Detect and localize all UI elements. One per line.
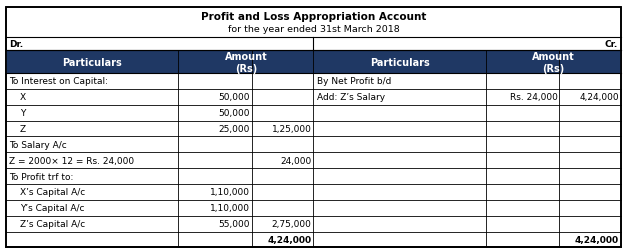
Text: Z = 2000× 12 = Rs. 24,000: Z = 2000× 12 = Rs. 24,000: [9, 156, 135, 165]
Text: Dr.: Dr.: [9, 40, 24, 49]
Text: Z: Z: [20, 124, 26, 134]
Text: 50,000: 50,000: [219, 93, 250, 102]
Text: Add: Z’s Salary: Add: Z’s Salary: [317, 93, 385, 102]
Text: Amount
(Rs): Amount (Rs): [224, 52, 267, 73]
Text: To Profit trf to:: To Profit trf to:: [9, 172, 74, 181]
Text: 24,000: 24,000: [280, 156, 312, 165]
Text: By Net Profit b/d: By Net Profit b/d: [317, 77, 391, 86]
Text: X’s Capital A/c: X’s Capital A/c: [20, 188, 85, 197]
Text: 50,000: 50,000: [219, 109, 250, 118]
Text: Rs. 24,000: Rs. 24,000: [510, 93, 557, 102]
Text: 1,25,000: 1,25,000: [271, 124, 312, 134]
Text: Particulars: Particulars: [370, 58, 429, 68]
Text: 1,10,000: 1,10,000: [210, 204, 250, 212]
Text: for the year ended 31st March 2018: for the year ended 31st March 2018: [228, 24, 399, 34]
Text: 2,75,000: 2,75,000: [271, 219, 312, 228]
Text: Cr.: Cr.: [604, 40, 618, 49]
Text: To Salary A/c: To Salary A/c: [9, 140, 67, 149]
Text: 4,24,000: 4,24,000: [575, 235, 619, 244]
Bar: [6, 51, 178, 74]
Text: Profit and Loss Appropriation Account: Profit and Loss Appropriation Account: [201, 12, 426, 22]
Text: X: X: [20, 93, 26, 102]
Text: 55,000: 55,000: [219, 219, 250, 228]
Text: 4,24,000: 4,24,000: [579, 93, 619, 102]
Text: Y’s Capital A/c: Y’s Capital A/c: [20, 204, 85, 212]
Bar: [314, 51, 485, 74]
Text: 1,10,000: 1,10,000: [210, 188, 250, 197]
Bar: [178, 51, 314, 74]
Text: To Interest on Capital:: To Interest on Capital:: [9, 77, 108, 86]
Text: Particulars: Particulars: [63, 58, 122, 68]
Bar: [485, 51, 621, 74]
Text: Z’s Capital A/c: Z’s Capital A/c: [20, 219, 85, 228]
Text: Y: Y: [20, 109, 26, 118]
Text: 4,24,000: 4,24,000: [268, 235, 312, 244]
Text: 25,000: 25,000: [219, 124, 250, 134]
Text: Amount
(Rs): Amount (Rs): [532, 52, 574, 73]
